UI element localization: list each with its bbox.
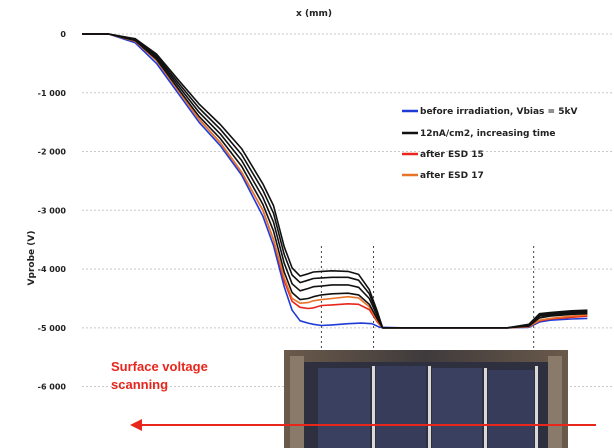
series-line-esd17	[82, 33, 588, 329]
y-tick-label: -3 000	[38, 206, 67, 215]
series-line-increasing	[82, 33, 588, 329]
legend-label-esd17: after ESD 17	[420, 171, 484, 181]
legend-label-esd15: after ESD 15	[420, 150, 484, 160]
y-tick-label: -2 000	[38, 148, 67, 157]
dashed-markers	[320, 246, 535, 348]
y-tick-label: -4 000	[38, 265, 67, 274]
annotation-line2: scanning	[111, 377, 168, 392]
scan-arrow	[130, 419, 596, 431]
series-line-increasing	[82, 33, 588, 329]
series-line-increasing	[82, 33, 588, 329]
series-line-before	[82, 33, 588, 329]
legend-label-increasing: 12nA/cm2, increasing time	[420, 129, 555, 139]
series-line-esd15	[82, 33, 588, 329]
annotation-line1: Surface voltage	[111, 359, 208, 374]
y-tick-label: -5 000	[38, 324, 67, 333]
legend-label-before: before irradiation, Vbias = 5kV	[420, 107, 577, 117]
y-tick-label: -1 000	[38, 89, 67, 98]
series-lines	[82, 33, 588, 329]
y-axis-label: Vprobe (V)	[27, 231, 37, 286]
y-tick-label: 0	[60, 30, 66, 39]
y-tick-labels: 0 -1 000 -2 000 -3 000 -4 000 -5 000 -6 000	[38, 30, 67, 392]
sample-photo	[284, 350, 568, 448]
chart-title: x (mm)	[296, 9, 332, 19]
gridlines	[82, 33, 614, 388]
y-tick-label: -6 000	[38, 383, 67, 392]
legend: before irradiation, Vbias = 5kV 12nA/cm2…	[402, 107, 577, 181]
series-line-increasing	[82, 33, 588, 329]
